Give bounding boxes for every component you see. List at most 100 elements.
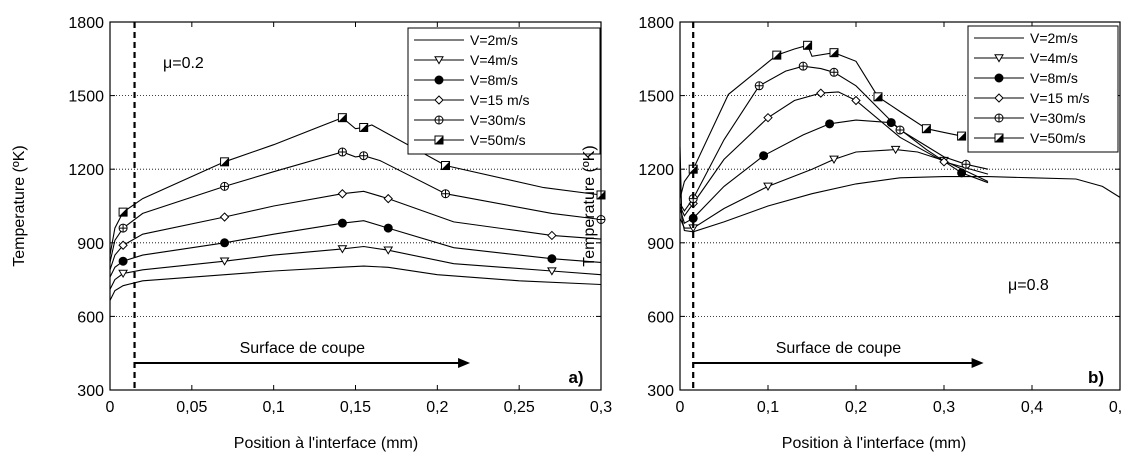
charta-x-tick-label: 0,1 [263,399,285,416]
charta-series-marker [383,246,394,255]
chartb-legend-label: V=4m/s [1030,50,1078,66]
charta-legend-label: V=2m/s [470,32,518,48]
charta-y-tick-label: 300 [77,383,104,400]
chartb-legend-marker [994,73,1004,83]
charta-series-marker [359,151,369,161]
chartb-series-line [679,91,989,217]
chartb-series-line [679,147,1121,233]
charta-series-marker [337,189,348,199]
chartb-x-tick-label: 0,1 [757,399,779,416]
charta-series-marker-fill [338,113,347,122]
charta-series-marker-cross [338,148,347,157]
chartb-series-marker-fill [922,124,931,133]
chartb-series-marker [886,118,896,128]
charta-series-line [109,190,602,270]
chartb-series-marker-fill [772,51,781,60]
chartb-legend-label: V=15 m/s [1030,90,1090,106]
charta-y-tick-label: 900 [77,236,104,253]
charta-x-tick-label: 0,25 [504,399,535,416]
chartb-y-tick-label: 1800 [638,15,674,32]
chartb-x-tick-label: 0,3 [933,399,955,416]
chartb-series-marker-fill [874,92,882,101]
chartb-series-marker [939,157,949,167]
chartb-series-marker [829,48,839,58]
charta-x-tick-label: 0,05 [176,399,207,416]
charta-legend-label: V=15 m/s [470,92,530,108]
chartb-y-tick-label: 600 [647,309,674,326]
charta-series-marker-cross [119,224,128,233]
chartb-series-marker-cross [799,62,808,71]
charta-series-marker [547,267,557,276]
chartb-panel-label: b) [1088,368,1104,387]
charta-series-marker [118,207,128,217]
charta-x-axis-title: Position à l'interface (mm) [234,435,418,452]
chartb-legend-marker [994,93,1004,103]
charta-legend-marker [434,115,444,125]
chartb-y-tick-label: 900 [647,236,674,253]
chartb-legend-label: V=2m/s [1030,30,1078,46]
charta-series-marker [118,240,128,250]
charta-series-marker [441,189,451,199]
charta-y-tick-label: 1500 [68,89,104,106]
charta-series-marker-fill [119,208,128,217]
chartb-series-marker [957,168,967,178]
charta-series-0 [109,265,602,301]
charta-series-marker [337,147,347,157]
chartb-legend-box [967,25,1119,153]
charta-series-marker [220,157,230,167]
chartb-y-tick-label: 1500 [638,89,674,106]
charta-series-4 [109,147,606,263]
charta-x-tick-label: 0,2 [426,399,448,416]
chartb-series-5 [679,40,967,199]
chartb-x-tick-label: 0,5 [1109,399,1122,416]
chartb-series-marker [798,61,808,71]
chartb-series-marker [890,145,901,155]
chartb-annotation: Surface de coupe [776,340,902,357]
chartb-panel: 300 600 900 1200 1500 1800 0 0,1 0,2 0,3 0,4 0,5 Pos… [581,15,1122,452]
charta-series-2 [109,218,602,278]
charta-series-marker [547,254,557,264]
charta-series-line [109,245,602,290]
charta-x-tick-label: 0,15 [340,399,371,416]
charta-legend-label: V=8m/s [470,72,518,88]
chartb-series-marker [759,151,769,161]
charta-series-3 [109,189,602,270]
chartb-y-tick-label: 1200 [638,162,674,179]
chartb-series-0 [679,147,1121,233]
chartb-series-marker-fill [957,132,966,141]
chartb-series-marker [825,119,835,129]
chartb-series-marker [816,88,826,98]
charta-y-tick-label: 1800 [68,15,104,32]
chartb-series-marker [851,95,861,106]
chartb-series-line [679,65,989,212]
charta-series-marker [337,245,348,254]
chartb-plot-frame [679,21,1121,391]
chartb-x-tick-label: 0,4 [1021,399,1043,416]
chartb-legend-label: V=30m/s [1030,110,1086,126]
chartb-y-axis-title: Temperature (ºK) [581,145,598,266]
charta-series-marker-cross [441,189,450,198]
charta-series-marker-fill [220,157,229,166]
chartb-series-marker-cross [755,81,764,90]
charta-series-5 [109,113,606,256]
charta-series-marker [383,223,393,233]
chartb-series-marker-cross [962,160,970,169]
charta-series-marker [219,257,230,266]
chartb-series-marker [829,155,839,164]
charta-series-marker [337,218,347,228]
chartb-x-axis-title: Position à l'interface (mm) [782,435,966,452]
chartb-series-marker-cross [896,125,904,134]
chartb-series-marker [754,81,764,91]
charta-series-marker-fill [441,161,450,170]
charta-series-marker [118,256,128,266]
chartb-series-marker-fill [803,41,812,50]
charta-x-tick-label: 0 [106,399,115,416]
charta-panel-label: a) [568,368,583,387]
charta-series-marker [118,223,128,233]
charta-series-marker-fill [359,123,368,132]
chartb-series-marker-cross [830,68,838,77]
chartb-series-marker [961,159,971,169]
chartb-legend-label: V=50m/s [1030,130,1086,146]
charta-legend-marker-fill [435,136,443,144]
